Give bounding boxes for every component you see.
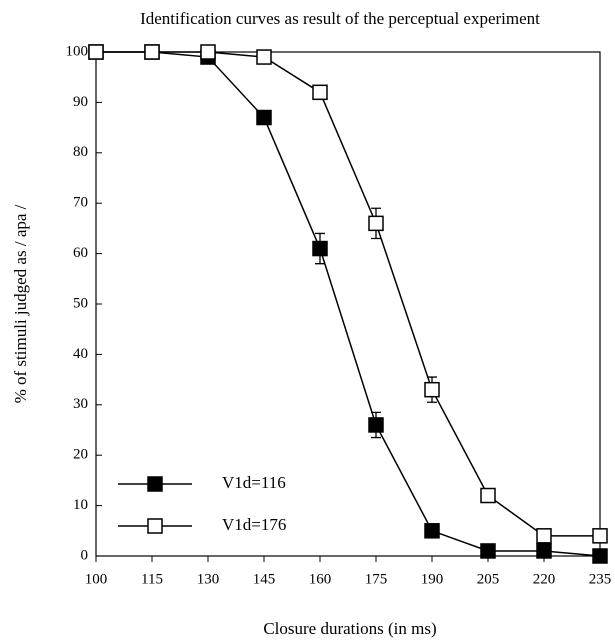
x-tick-label: 235 [589, 571, 612, 587]
legend-marker [147, 518, 163, 534]
y-tick-label: 80 [73, 144, 88, 160]
x-tick-label: 205 [477, 571, 500, 587]
x-tick-label: 190 [421, 571, 444, 587]
y-tick-label: 50 [73, 295, 88, 311]
y-tick-label: 30 [73, 396, 88, 412]
chart-title: Identification curves as result of the p… [140, 9, 540, 28]
marker [592, 528, 608, 544]
marker [312, 84, 328, 101]
x-tick-label: 130 [197, 571, 220, 587]
y-axis-label: % of stimuli judged as / apa / [11, 204, 30, 403]
y-tick-label: 0 [81, 547, 89, 563]
x-tick-label: 220 [533, 571, 556, 587]
legend-marker [147, 476, 163, 492]
marker [424, 523, 440, 539]
marker [88, 44, 104, 60]
x-axis-label: Closure durations (in ms) [263, 619, 436, 638]
marker [368, 417, 384, 433]
marker [536, 543, 552, 559]
x-tick-label: 175 [365, 571, 388, 587]
marker [256, 109, 272, 126]
plot-frame [95, 51, 601, 557]
y-tick-label: 10 [73, 497, 88, 513]
marker [480, 543, 496, 559]
marker [200, 44, 216, 60]
y-tick-label: 100 [66, 43, 89, 59]
legend-label: V1d=176 [222, 515, 286, 534]
x-tick-label: 145 [253, 571, 276, 587]
y-tick-label: 90 [73, 94, 88, 110]
x-tick-label: 115 [141, 571, 163, 587]
y-tick-label: 60 [73, 245, 88, 261]
y-tick-label: 70 [73, 195, 88, 211]
marker [536, 528, 552, 544]
legend-label: V1d=116 [222, 473, 286, 492]
x-tick-label: 160 [309, 571, 332, 587]
y-tick-label: 40 [73, 346, 88, 362]
marker [368, 215, 384, 232]
series-line [96, 51, 600, 537]
marker [424, 381, 440, 398]
marker [480, 487, 496, 504]
marker [256, 49, 272, 65]
marker [144, 44, 160, 60]
marker [312, 240, 328, 257]
marker [592, 548, 608, 564]
x-tick-label: 100 [85, 571, 108, 587]
series-line [96, 51, 601, 557]
y-tick-label: 20 [73, 447, 88, 463]
